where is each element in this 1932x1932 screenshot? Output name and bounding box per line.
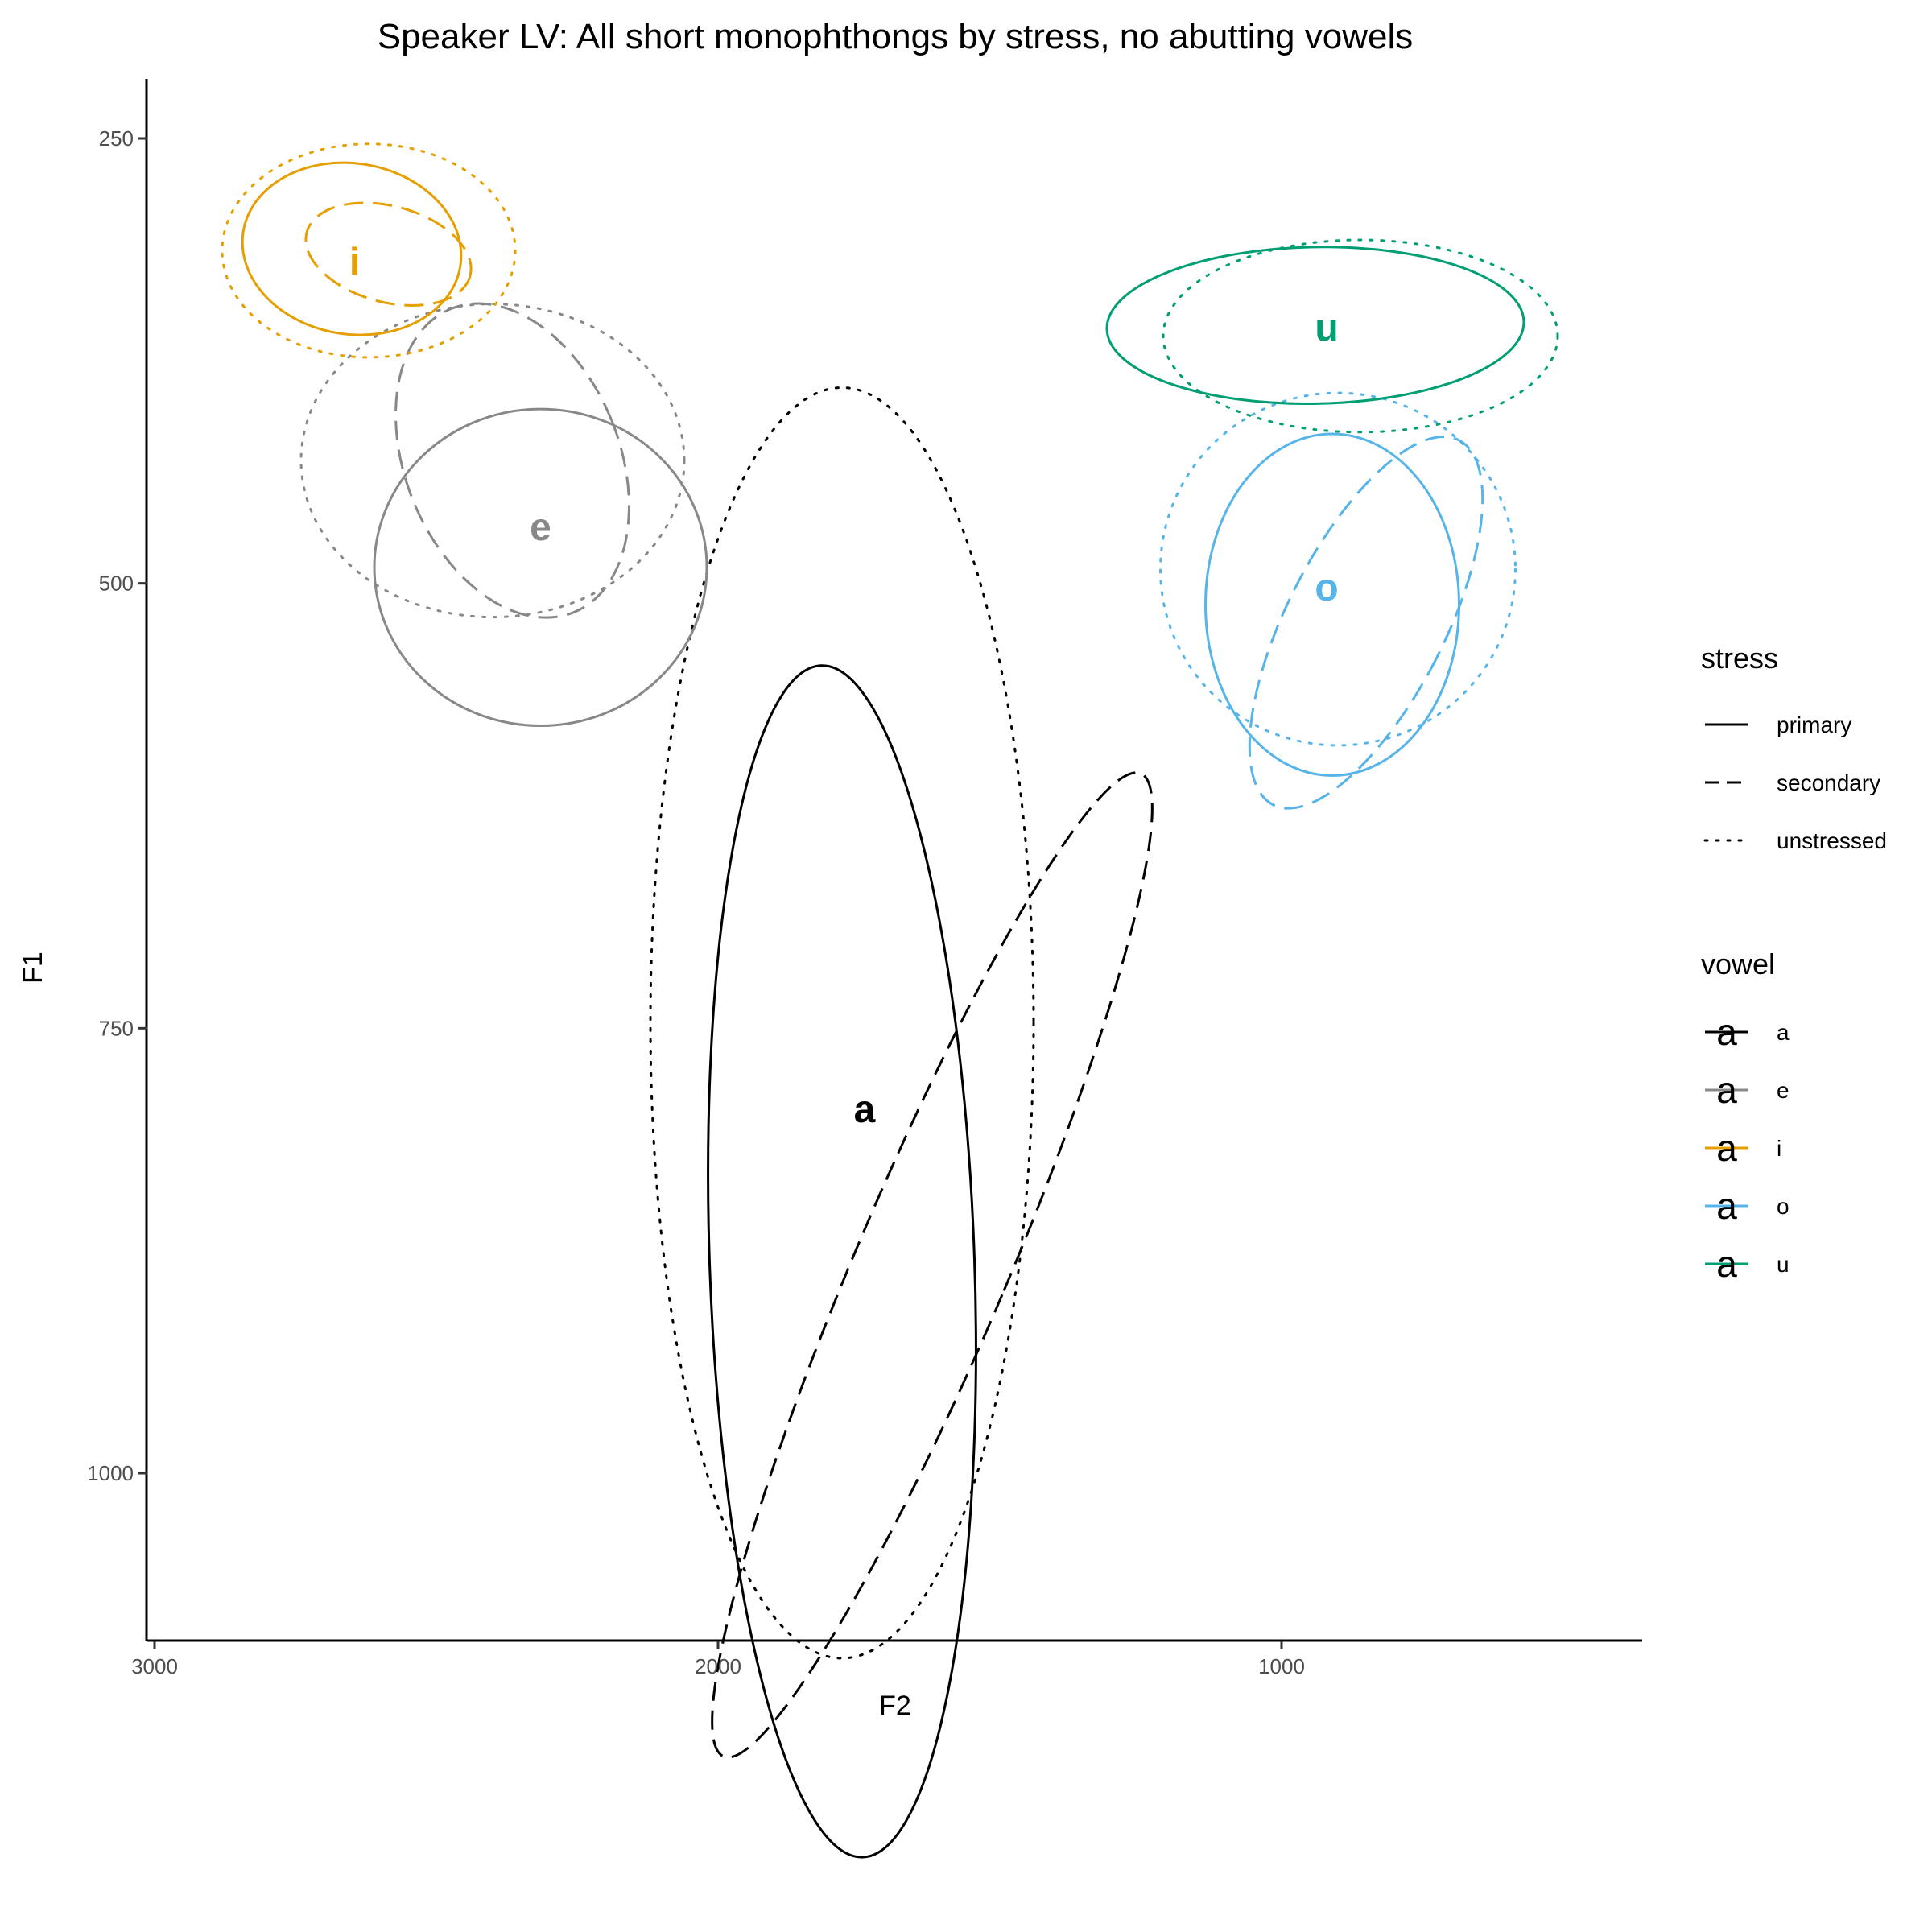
ellipse-e-unstressed	[299, 303, 686, 619]
legend-stress-title: stress	[1701, 642, 1778, 675]
vowel-label-a: a	[854, 1088, 876, 1131]
ellipse-i-unstressed	[221, 142, 517, 359]
ellipse-u-unstressed	[1162, 238, 1559, 434]
legend-stress-label-secondary: secondary	[1777, 770, 1880, 795]
vowel-label-layer: a e i o u	[349, 242, 1339, 1131]
vowel-label-e: e	[530, 506, 551, 549]
ellipse-a-unstressed	[649, 386, 1035, 1660]
x-tick-label: 2000	[695, 1654, 741, 1678]
legend-vowel-label-e: e	[1777, 1078, 1790, 1103]
ellipse-e-primary	[373, 407, 708, 727]
legend-stress-label-primary: primary	[1777, 712, 1852, 737]
legend-vowel-key-glyph-o: a	[1716, 1185, 1737, 1227]
x-axis-title: F2	[879, 1690, 911, 1721]
ellipse-i-primary	[241, 161, 463, 336]
legend-vowel-label-o: o	[1777, 1194, 1790, 1219]
ellipse-o-secondary	[1248, 435, 1484, 810]
ellipse-i-secondary	[304, 201, 473, 307]
y-axis-title: F1	[18, 952, 48, 984]
ellipse-o-unstressed	[1159, 391, 1517, 747]
vowel-label-o: o	[1315, 567, 1338, 609]
legend-vowel-title: vowel	[1701, 947, 1775, 980]
x-axis-ticks: 3000 2000 1000	[131, 1641, 1305, 1678]
y-axis-ticks: 250 500 750 1000	[87, 126, 147, 1485]
ellipse-a-primary	[707, 664, 977, 1859]
vowel-label-u: u	[1315, 307, 1338, 349]
ellipse-a-secondary	[711, 771, 1154, 1759]
legend-vowel-key-glyph-u: a	[1716, 1243, 1737, 1285]
ellipse-u-primary	[1105, 246, 1525, 405]
legend-stress-label-unstressed: unstressed	[1777, 828, 1887, 853]
legend-vowel-label-u: u	[1777, 1252, 1790, 1277]
vowel-label-i: i	[349, 242, 360, 284]
legend-vowel-key-glyph-a: a	[1716, 1011, 1737, 1053]
legend-vowel-key-glyph-i: a	[1716, 1127, 1737, 1169]
legend-vowel-key-glyph-e: a	[1716, 1069, 1737, 1111]
legend-vowel-label-i: i	[1777, 1136, 1781, 1161]
x-tick-label: 1000	[1258, 1654, 1305, 1678]
chart-title: Speaker LV: All short monophthongs by st…	[378, 17, 1414, 56]
legend-vowel-label-a: a	[1777, 1020, 1790, 1045]
y-tick-label: 1000	[87, 1461, 134, 1485]
ellipse-layer	[221, 142, 1559, 1859]
y-tick-label: 500	[99, 572, 134, 596]
x-tick-label: 3000	[131, 1654, 178, 1678]
legend-stress-entries: primary secondary unstressed	[1703, 712, 1887, 853]
legend-vowel-entries: a aa ea ia oa u	[1705, 1011, 1790, 1285]
y-tick-label: 750	[99, 1016, 134, 1040]
y-tick-label: 250	[99, 126, 134, 151]
